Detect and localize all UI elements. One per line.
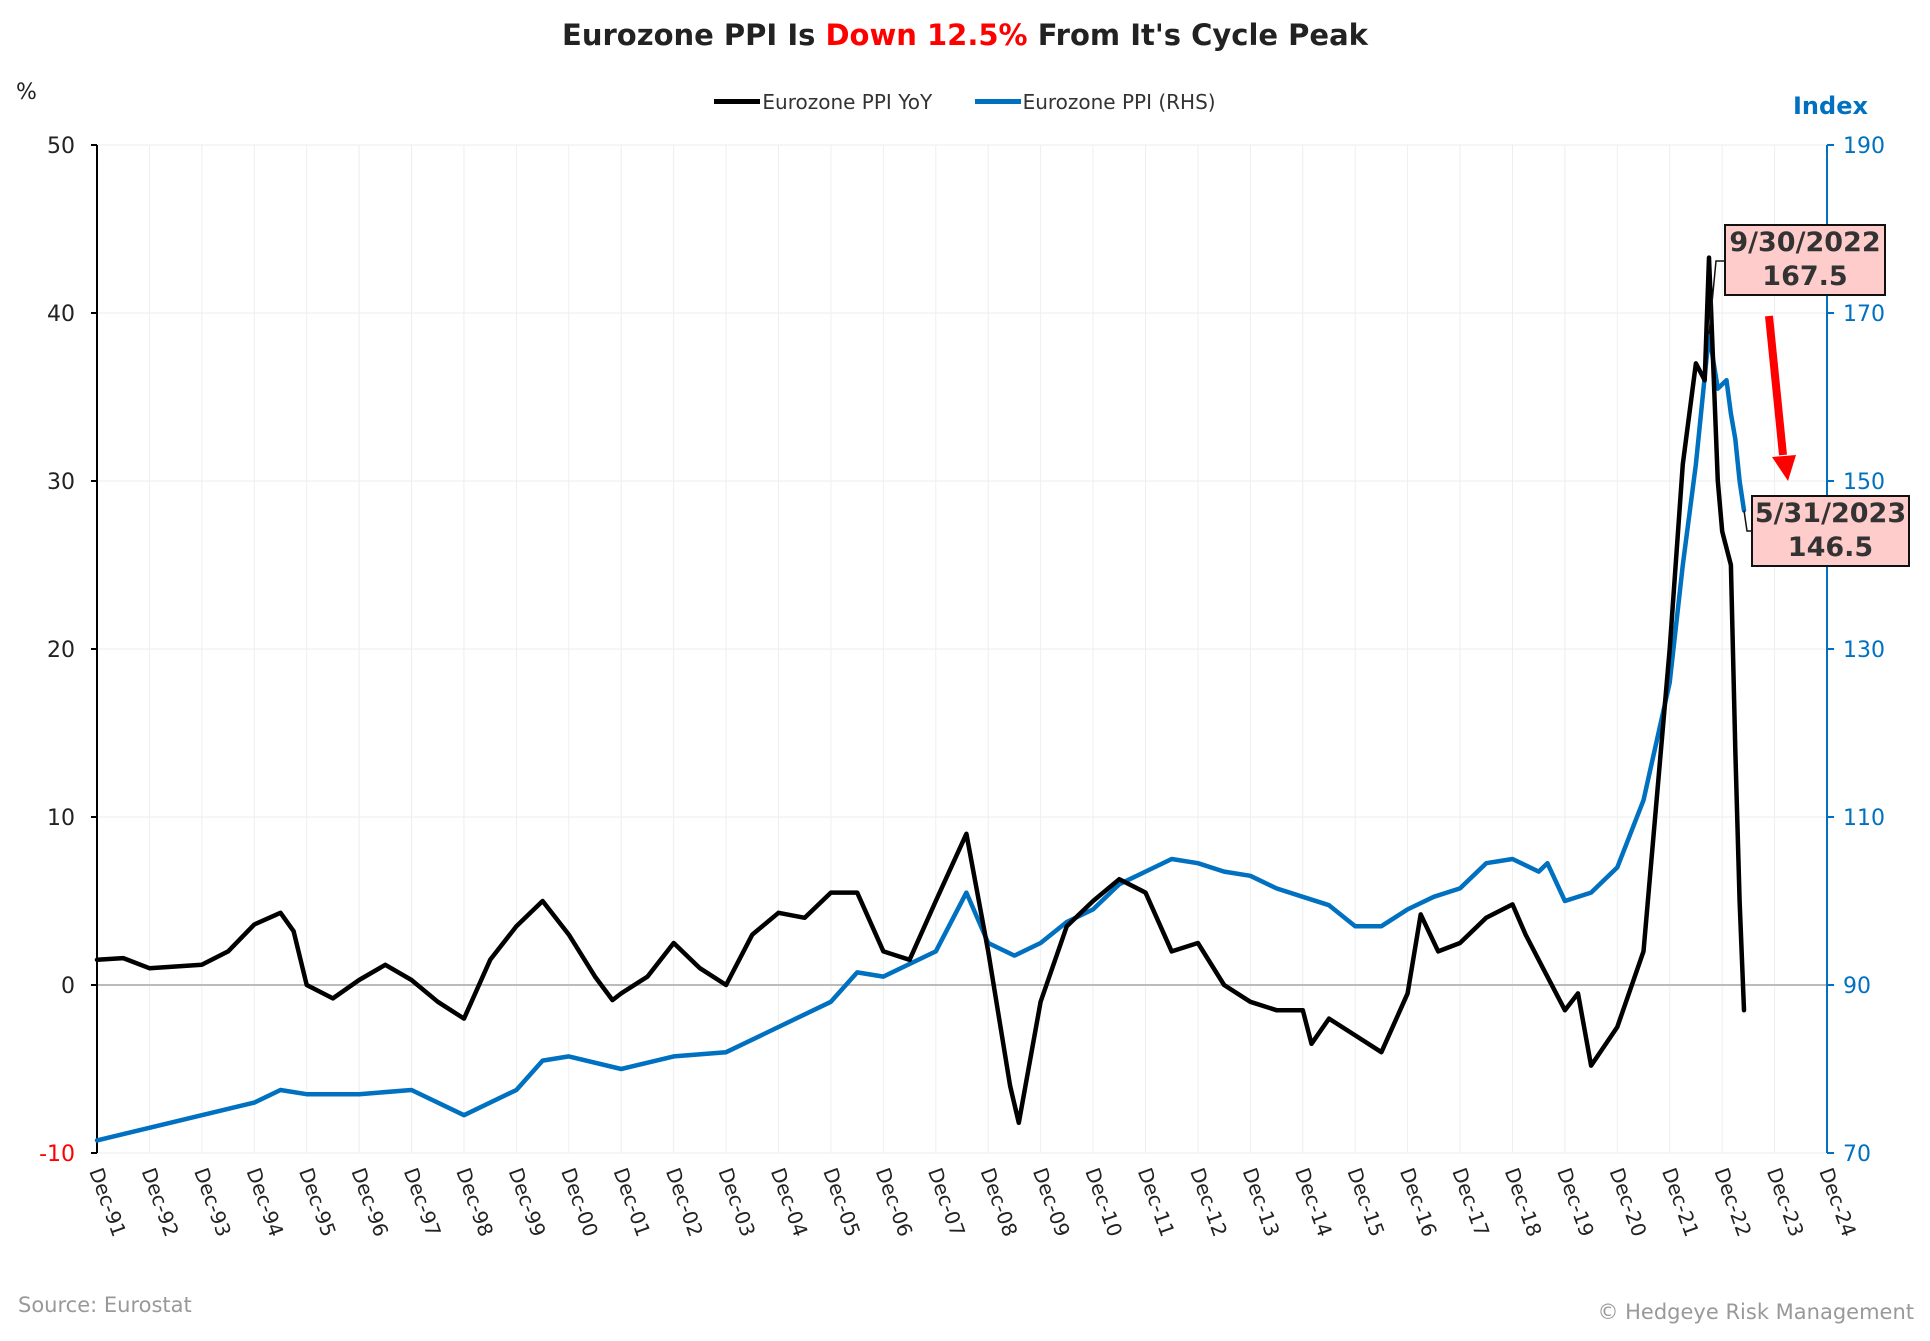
x-tick-label: Dec-96 — [346, 1165, 393, 1240]
y-tick-label-right: 170 — [1843, 302, 1885, 327]
legend-swatch-black — [714, 99, 761, 104]
x-tick-label: Dec-00 — [556, 1165, 603, 1240]
annotation-value: 167.5 — [1762, 261, 1848, 292]
x-tick-label: Dec-07 — [923, 1165, 970, 1240]
x-tick-label: Dec-04 — [766, 1165, 813, 1240]
source-note: Source: Eurostat — [18, 1293, 192, 1317]
y-tick-label-left: 40 — [47, 302, 75, 327]
series-line-index — [94, 331, 1747, 1143]
y-tick-label-right: 70 — [1843, 1142, 1871, 1167]
annotation-date: 5/31/2023 — [1754, 498, 1907, 529]
y-tick-label-right: 130 — [1843, 638, 1885, 663]
x-tick-label: Dec-14 — [1290, 1165, 1337, 1240]
x-tick-label: Dec-06 — [871, 1165, 918, 1240]
y-tick-label-left: 30 — [47, 470, 75, 495]
title-highlight: Down 12.5% — [825, 18, 1028, 52]
y-tick-label-left: 10 — [47, 806, 75, 831]
x-tick-label: Dec-15 — [1342, 1165, 1389, 1240]
x-tick-label: Dec-09 — [1028, 1165, 1075, 1240]
x-tick-label: Dec-95 — [294, 1165, 341, 1240]
annotation-date: 9/30/2022 — [1729, 227, 1881, 258]
y-tick-label-left: 50 — [47, 134, 75, 159]
x-tick-label: Dec-16 — [1395, 1165, 1442, 1240]
legend-item-yoy: Eurozone PPI YoY — [714, 90, 932, 114]
annotation-value: 146.5 — [1787, 532, 1874, 563]
legend-swatch-blue — [974, 99, 1021, 104]
x-tick-label: Dec-24 — [1814, 1165, 1861, 1240]
x-tick-label: Dec-10 — [1080, 1165, 1127, 1240]
y-axis-right-label: Index — [1793, 92, 1868, 120]
arrow-down-icon — [1772, 455, 1796, 481]
x-tick-label: Dec-97 — [399, 1165, 446, 1240]
x-tick-label: Dec-08 — [976, 1165, 1023, 1240]
y-tick-label-left: 20 — [47, 638, 75, 663]
legend-label: Eurozone PPI (RHS) — [1022, 89, 1216, 114]
y-tick-label-left: -10 — [39, 1142, 75, 1167]
y-tick-label-right: 190 — [1843, 134, 1885, 159]
title-text-end: From It's Cycle Peak — [1027, 18, 1368, 52]
legend-label: Eurozone PPI YoY — [762, 89, 933, 114]
x-tick-label: Dec-17 — [1447, 1165, 1494, 1240]
x-tick-label: Dec-19 — [1552, 1165, 1599, 1240]
annotation-connector-latest — [1743, 510, 1751, 532]
copyright-note: © Hedgeye Risk Management — [1597, 1300, 1914, 1324]
chart-title: Eurozone PPI Is Down 12.5% From It's Cyc… — [0, 18, 1930, 52]
x-tick-label: Dec-05 — [818, 1165, 865, 1240]
legend: Eurozone PPI YoY Eurozone PPI (RHS) — [0, 85, 1930, 114]
x-tick-label: Dec-98 — [451, 1165, 498, 1240]
x-tick-label: Dec-99 — [504, 1165, 551, 1240]
x-tick-label: Dec-03 — [713, 1165, 760, 1240]
x-tick-label: Dec-23 — [1762, 1165, 1809, 1240]
y-tick-label-right: 90 — [1843, 974, 1871, 999]
x-tick-label: Dec-21 — [1657, 1165, 1704, 1240]
x-tick-label: Dec-93 — [189, 1165, 236, 1240]
x-tick-label: Dec-91 — [84, 1165, 131, 1240]
x-tick-label: Dec-01 — [609, 1165, 656, 1240]
x-tick-label: Dec-02 — [661, 1165, 708, 1240]
title-text: Eurozone PPI Is — [562, 18, 826, 52]
x-tick-label: Dec-94 — [242, 1165, 289, 1240]
x-tick-label: Dec-20 — [1605, 1165, 1652, 1240]
annotation-peak: 9/30/2022 167.5 — [1724, 224, 1886, 296]
x-tick-label: Dec-13 — [1238, 1165, 1285, 1240]
arrow-shaft — [1765, 315, 1787, 456]
annotation-connector-peak — [1708, 260, 1724, 335]
x-tick-label: Dec-92 — [137, 1165, 184, 1240]
y-tick-label-left: 0 — [61, 974, 75, 999]
y-tick-label-right: 150 — [1843, 470, 1885, 495]
annotation-latest: 5/31/2023 146.5 — [1751, 495, 1910, 567]
y-tick-label-right: 110 — [1843, 806, 1885, 831]
legend-item-index: Eurozone PPI (RHS) — [974, 89, 1216, 114]
x-tick-label: Dec-22 — [1709, 1165, 1756, 1240]
series-line-yoy — [94, 255, 1747, 1126]
y-axis-left-label: % — [16, 80, 37, 105]
x-tick-label: Dec-18 — [1500, 1165, 1547, 1240]
x-tick-label: Dec-11 — [1133, 1165, 1180, 1240]
x-tick-label: Dec-12 — [1185, 1165, 1232, 1240]
